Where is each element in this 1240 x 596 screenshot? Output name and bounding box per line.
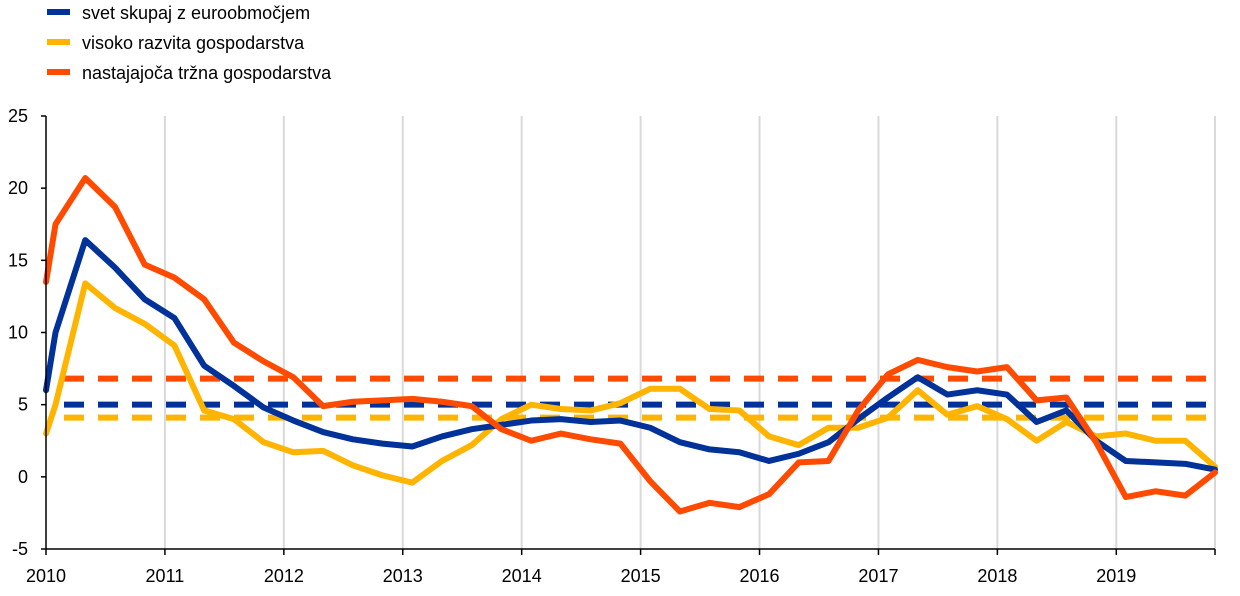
- series-line-emerging: [43, 175, 1218, 515]
- x-tick-label: 2011: [146, 566, 185, 586]
- legend-item-world: svet skupaj z euroobmočjem: [47, 3, 310, 23]
- legend-item-advanced: visoko razvita gospodarstva: [47, 33, 305, 53]
- x-tick-label: 2016: [740, 566, 780, 586]
- series-lines: [43, 175, 1218, 515]
- x-tick-label: 2018: [977, 566, 1017, 586]
- y-tick-label: 5: [18, 395, 28, 415]
- legend-label-advanced: visoko razvita gospodarstva: [82, 33, 305, 53]
- y-tick-label: 10: [8, 323, 28, 343]
- y-tick-label: 15: [8, 250, 28, 270]
- legend-label-emerging: nastajajoča tržna gospodarstva: [82, 63, 332, 83]
- x-tick-label: 2013: [383, 566, 423, 586]
- series-line-advanced: [43, 280, 1218, 486]
- y-tick-label: 0: [18, 467, 28, 487]
- legend-label-world: svet skupaj z euroobmočjem: [82, 3, 310, 23]
- x-tick-label: 2015: [621, 566, 661, 586]
- x-tick-label: 2019: [1096, 566, 1136, 586]
- y-tick-label: 25: [8, 106, 28, 126]
- y-tick-label: -5: [12, 539, 28, 559]
- legend: svet skupaj z euroobmočjem visoko razvit…: [47, 3, 332, 83]
- x-tick-label: 2010: [26, 566, 66, 586]
- grid-layer: [163, 116, 1216, 549]
- legend-item-emerging: nastajajoča tržna gospodarstva: [47, 63, 332, 83]
- series-line-world: [43, 237, 1218, 473]
- x-tick-label: 2017: [858, 566, 898, 586]
- x-tick-label: 2014: [502, 566, 542, 586]
- x-tick-label: 2012: [264, 566, 304, 586]
- y-tick-label: 20: [8, 178, 28, 198]
